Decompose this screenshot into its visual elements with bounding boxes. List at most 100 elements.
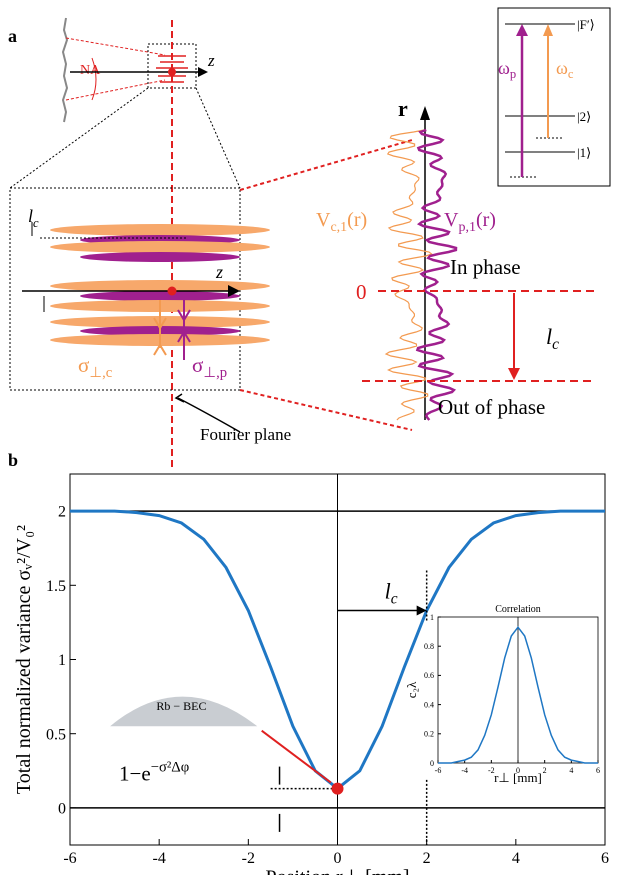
z-label: z: [207, 51, 215, 70]
x-tick-label: -6: [63, 850, 76, 867]
text: (r): [476, 209, 496, 231]
projection-line: [239, 389, 413, 431]
na-ray: [65, 37, 166, 56]
text: σ: [192, 353, 203, 377]
x-tick-label: -6: [435, 766, 442, 775]
damping-label: 1−e−σ²Δφ: [119, 760, 189, 786]
panel-label: b: [8, 450, 18, 470]
arrowhead: [420, 106, 430, 120]
lc-label: lc: [546, 324, 559, 353]
vc-label: Vc,1(r): [316, 209, 367, 235]
text: l: [385, 579, 391, 604]
zoom-line: [195, 87, 241, 189]
x-axis-label: r⊥ [mm]: [494, 770, 542, 785]
z-label-large: z: [215, 262, 223, 282]
inset-title: Correlation: [495, 604, 541, 615]
level-label: |F′⟩: [577, 17, 595, 32]
x-tick-label: -2: [242, 850, 255, 867]
y-axis-label: Total normalized variance σᵥ²/V₀²: [13, 525, 35, 794]
text-sub: p,1: [458, 220, 476, 235]
y-tick-label: 0.4: [424, 700, 434, 709]
y-tick-label: 0.5: [46, 726, 66, 743]
level-label: |2⟩: [577, 109, 591, 124]
text: ω: [556, 58, 568, 78]
y-tick-label: 0: [430, 759, 434, 768]
level-label: |1⟩: [577, 145, 591, 160]
y-tick-label: 1: [430, 613, 434, 622]
text: ω: [498, 58, 510, 78]
omega-c-label: ωc: [556, 58, 574, 81]
text-sub: ⊥,p: [203, 365, 227, 381]
na-label: NA: [80, 63, 101, 78]
arrowhead: [174, 393, 185, 403]
arrowhead: [228, 285, 240, 297]
text-sup: −σ²Δφ: [151, 760, 190, 776]
y-tick-label: 0.6: [424, 671, 434, 680]
arrowhead: [153, 343, 167, 356]
atom-dot: [168, 68, 176, 76]
y-tick-label: 0.2: [424, 730, 434, 739]
projection-line: [239, 139, 413, 191]
arrowhead: [153, 317, 167, 330]
x-tick-label: 4: [569, 766, 573, 775]
x-axis-label: Position r⊥ [mm]: [265, 866, 409, 875]
fourier-arrow: [177, 397, 241, 433]
sigma-c-label: σ⊥,c: [78, 353, 113, 381]
bec-cloud: [110, 696, 258, 727]
min-point: [331, 782, 344, 795]
vp-label: Vp,1(r): [444, 209, 496, 235]
text: σ: [78, 353, 89, 377]
x-tick-label: -2: [488, 766, 495, 775]
curve: [438, 625, 598, 764]
y-tick-label: 2: [58, 504, 66, 521]
out-phase-label: Out of phase: [438, 395, 545, 419]
lc-label: lc: [385, 579, 398, 608]
bec-arrow: [261, 729, 332, 784]
text-sub: c,1: [330, 220, 347, 235]
arrowhead: [198, 67, 208, 77]
text: V: [316, 209, 331, 231]
text-sub: c: [552, 336, 559, 353]
y-tick-label: 0.8: [424, 642, 434, 651]
text-sub: p: [510, 67, 516, 81]
text-sub: ⊥,c: [89, 365, 112, 381]
x-tick-label: 0: [334, 850, 342, 867]
zoom-line: [9, 87, 149, 189]
text: l: [28, 206, 33, 226]
coupling-speckle: [384, 129, 433, 421]
arrowhead: [516, 24, 528, 36]
atom-dot: [167, 286, 177, 296]
sigma-p-label: σ⊥,p: [192, 353, 227, 381]
fourier-label: Fourier plane: [200, 425, 291, 444]
arrowhead: [543, 24, 553, 36]
text: (r): [347, 209, 367, 231]
na-arc: [91, 57, 97, 101]
y-tick-label: 1.5: [46, 578, 66, 595]
in-phase-label: In phase: [450, 255, 521, 279]
arrowhead: [416, 605, 427, 616]
x-tick-label: 6: [601, 850, 609, 867]
x-tick-label: 2: [423, 850, 431, 867]
lens-surface: [61, 17, 69, 123]
lc-label: lc: [28, 206, 39, 230]
r-label: r: [398, 96, 408, 121]
x-tick-label: 2: [543, 766, 547, 775]
x-tick-label: 4: [512, 850, 520, 867]
arrowhead: [177, 309, 191, 322]
x-tick-label: -4: [461, 766, 468, 775]
text: l: [546, 324, 552, 349]
y-tick-label: 0: [58, 801, 66, 818]
omega-p-label: ωp: [498, 58, 516, 81]
probe-speckle: [415, 128, 458, 421]
zero-label: 0: [356, 280, 367, 304]
na-ray: [65, 79, 166, 101]
x-tick-label: -4: [153, 850, 166, 867]
text-sub: c: [568, 67, 574, 81]
bec-label: Rb − BEC: [156, 699, 206, 713]
text-sub: c: [391, 591, 398, 608]
x-tick-label: 6: [596, 766, 600, 775]
y-tick-label: 1: [58, 652, 66, 669]
level-box: [497, 7, 611, 187]
